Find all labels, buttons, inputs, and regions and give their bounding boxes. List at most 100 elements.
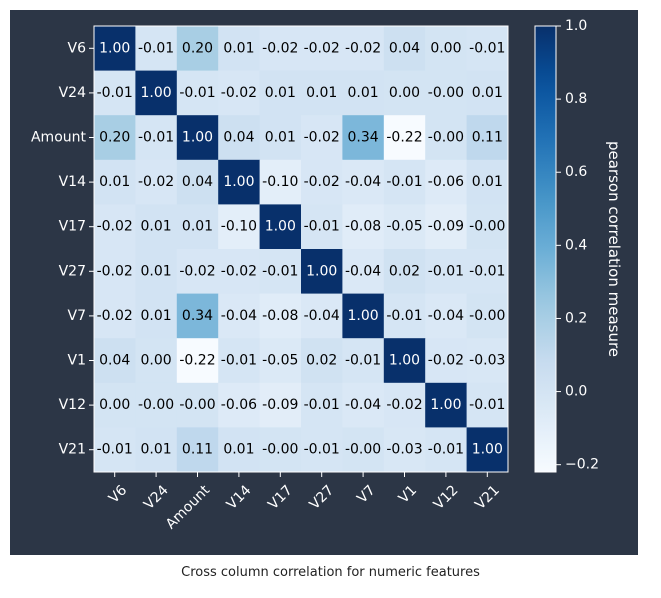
heatmap-cell [342, 115, 385, 161]
x-tick-label: V21 [472, 482, 503, 513]
cell-value-label: 0.04 [182, 174, 213, 190]
y-tick-label: V12 [59, 397, 86, 413]
heatmap-cell [94, 427, 136, 473]
heatmap-cell [425, 293, 468, 339]
heatmap-cell [94, 159, 136, 205]
heatmap-cell [342, 70, 385, 116]
cell-value-label: 0.01 [223, 442, 254, 458]
x-tick-label: V6 [106, 482, 130, 506]
colorbar-tick-label: 0.8 [565, 91, 587, 107]
cell-value-label: 1.00 [141, 85, 172, 101]
cell-value-label: -0.00 [428, 85, 464, 101]
heatmap-cell [383, 159, 426, 205]
heatmap-cell [94, 293, 136, 339]
cell-value-label: -0.01 [97, 85, 133, 101]
heatmap-cell [342, 427, 385, 473]
cell-value-label: -0.00 [179, 397, 215, 413]
cell-value-label: -0.04 [345, 174, 381, 190]
cell-value-label: -0.01 [221, 353, 257, 369]
heatmap-cell [301, 338, 343, 384]
cell-value-label: -0.09 [262, 397, 298, 413]
heatmap-cell [466, 26, 509, 72]
cell-value-label: -0.01 [428, 263, 464, 279]
heatmap-cell [383, 26, 426, 72]
heatmap-cell [425, 26, 468, 72]
cell-value-label: -0.02 [97, 308, 133, 324]
cell-value-label: 0.11 [472, 130, 503, 146]
cell-value-label: -0.00 [138, 397, 174, 413]
heatmap-cell [135, 382, 178, 428]
cell-value-label: -0.00 [345, 442, 381, 458]
x-tick-label: V1 [396, 482, 420, 506]
y-axis-ticks: V6 V24 Amount V14 V17 V27 V7 V1 V12 V21 [31, 40, 94, 458]
y-tick-label: Amount [31, 130, 87, 146]
heatmap-cell [466, 249, 509, 295]
cell-value-label: -0.01 [97, 442, 133, 458]
cell-value-label: 0.02 [389, 263, 420, 279]
heatmap-frame [93, 25, 509, 473]
y-tick-label: V7 [68, 308, 86, 324]
cell-value-label: -0.01 [469, 397, 505, 413]
cell-value-label: 0.01 [306, 85, 337, 101]
heatmap-cell [466, 70, 509, 116]
cell-value-label: -0.09 [428, 219, 464, 235]
y-tick-label: V21 [59, 442, 86, 458]
cell-value-label: -0.10 [262, 174, 298, 190]
heatmap-cell [425, 382, 468, 428]
cell-value-label: -0.01 [304, 442, 340, 458]
heatmap-cell [383, 338, 426, 384]
cell-value-label: 0.34 [348, 130, 379, 146]
cell-value-label: 0.01 [223, 40, 254, 56]
cell-value-label: -0.02 [97, 263, 133, 279]
heatmap-cell [176, 204, 219, 250]
heatmap-cell [135, 70, 178, 116]
cell-value-label: -0.01 [428, 442, 464, 458]
cell-value-label: -0.00 [469, 308, 505, 324]
chart-caption: Cross column correlation for numeric fea… [181, 565, 480, 580]
cell-value-label: -0.04 [345, 263, 381, 279]
heatmap-cell [425, 338, 468, 384]
heatmap-cell [259, 382, 302, 428]
cell-value-label: 1.00 [472, 442, 503, 458]
cell-value-label: 0.34 [182, 308, 213, 324]
cell-value-label: 0.04 [223, 130, 254, 146]
cell-value-label: -0.01 [386, 174, 422, 190]
heatmap-cell [383, 204, 426, 250]
cell-value-label: -0.01 [138, 40, 174, 56]
heatmap-cell [135, 427, 178, 473]
heatmap-cell [176, 159, 219, 205]
heatmap-cell [466, 382, 509, 428]
heatmap-cell [135, 26, 178, 72]
cell-value-label: -0.02 [221, 263, 257, 279]
colorbar-gradient [534, 25, 557, 473]
heatmap-cell [94, 382, 136, 428]
heatmap-cell [259, 204, 302, 250]
cell-value-label: -0.02 [428, 353, 464, 369]
heatmap-cell [466, 204, 509, 250]
heatmap-cell [259, 159, 302, 205]
y-tick-label: V17 [59, 219, 86, 235]
cell-value-label: -0.06 [428, 174, 464, 190]
cell-value-label: 0.04 [389, 40, 420, 56]
cell-value-label: 0.04 [99, 353, 130, 369]
x-tick-label: V24 [141, 482, 172, 513]
cell-value-label: 0.01 [265, 85, 296, 101]
cell-value-label: 0.20 [99, 130, 130, 146]
cell-value-label: 0.00 [99, 397, 130, 413]
heatmap-cell [342, 159, 385, 205]
x-tick-label: Amount [163, 482, 214, 533]
heatmap-cell [218, 382, 261, 428]
cell-value-label: 0.01 [182, 219, 213, 235]
heatmap-cell [425, 204, 468, 250]
colorbar: −0.2 0.0 0.2 0.4 0.6 0.8 1.0 pearson correlatio… [534, 18, 623, 473]
cell-value-label: -0.03 [469, 353, 505, 369]
heatmap-cell [425, 70, 468, 116]
heatmap-cell [301, 427, 343, 473]
heatmap-cell [383, 427, 426, 473]
heatmap-cell [301, 159, 343, 205]
heatmap-cell [342, 249, 385, 295]
heatmap-cell [425, 427, 468, 473]
x-tick-label: V7 [354, 482, 378, 506]
heatmap-cell [425, 115, 468, 161]
heatmap-cell [135, 204, 178, 250]
